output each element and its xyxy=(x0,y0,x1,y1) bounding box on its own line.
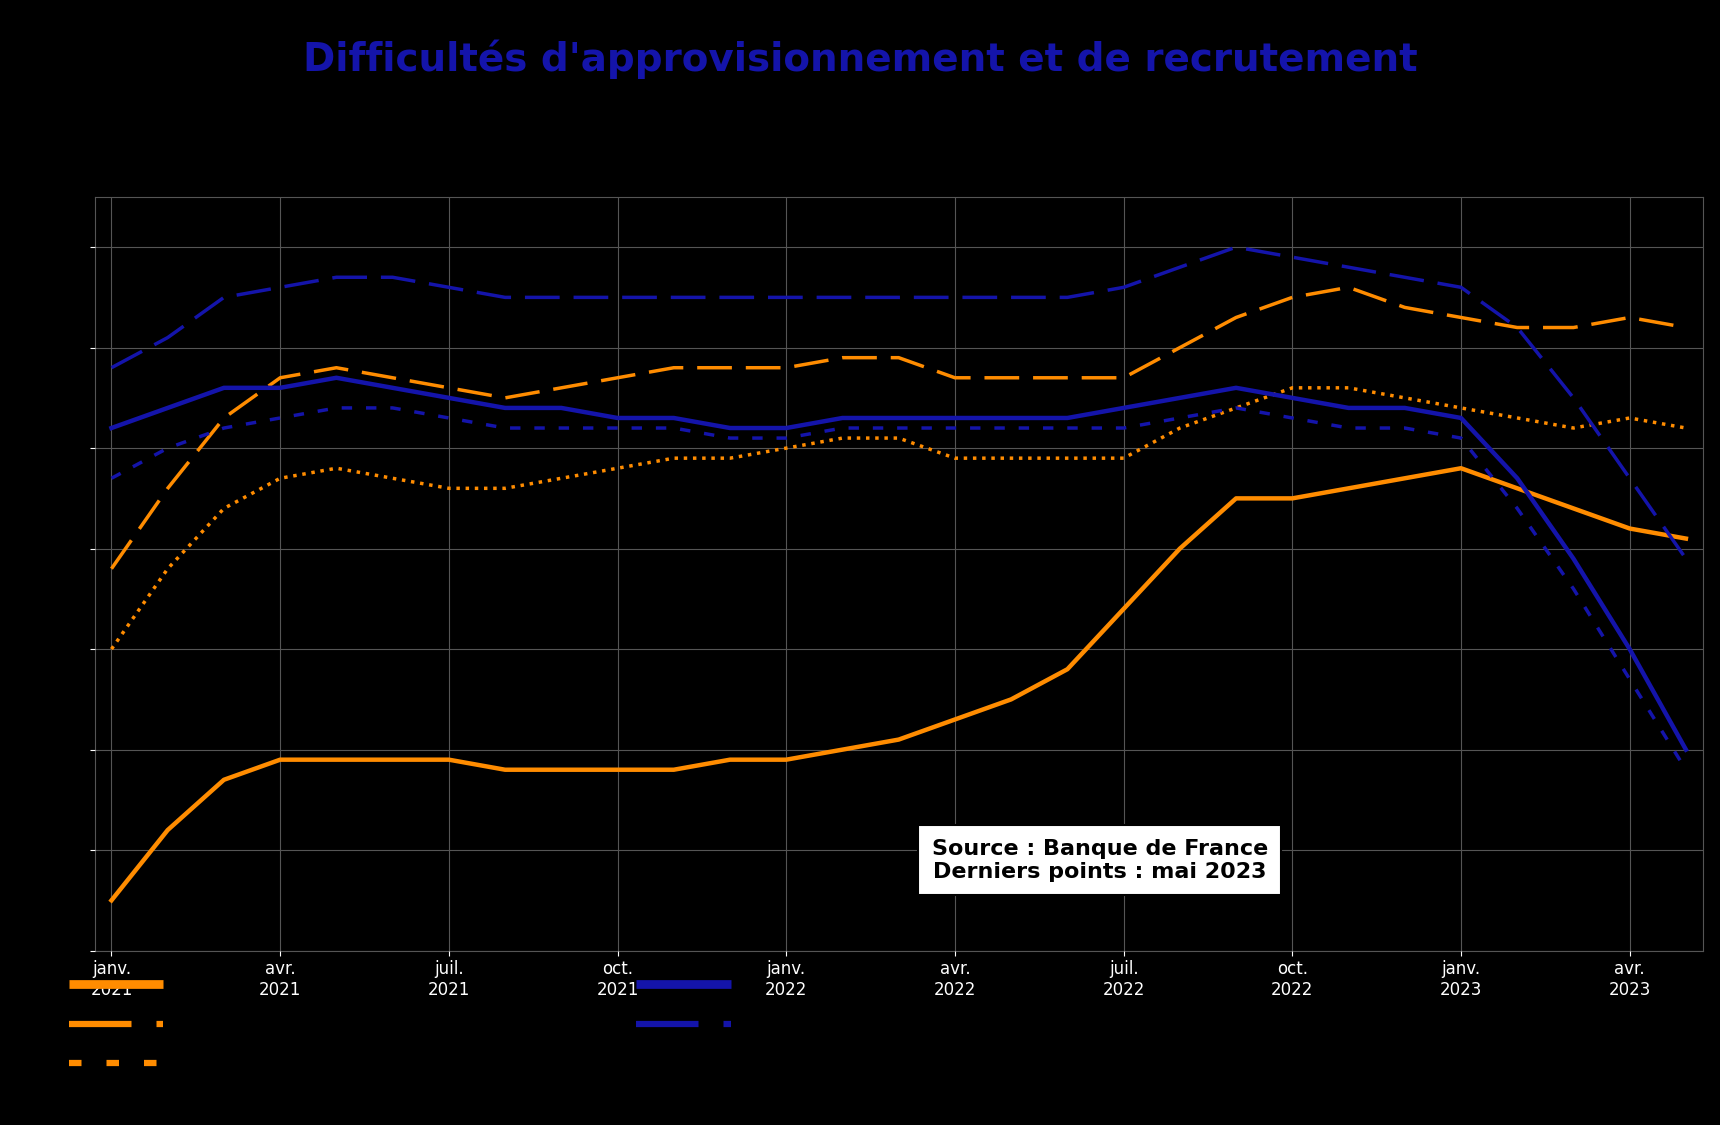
Text: Difficultés d'approvisionnement et de recrutement: Difficultés d'approvisionnement et de re… xyxy=(303,39,1417,79)
Text: Source : Banque de France
Derniers points : mai 2023: Source : Banque de France Derniers point… xyxy=(932,838,1268,882)
